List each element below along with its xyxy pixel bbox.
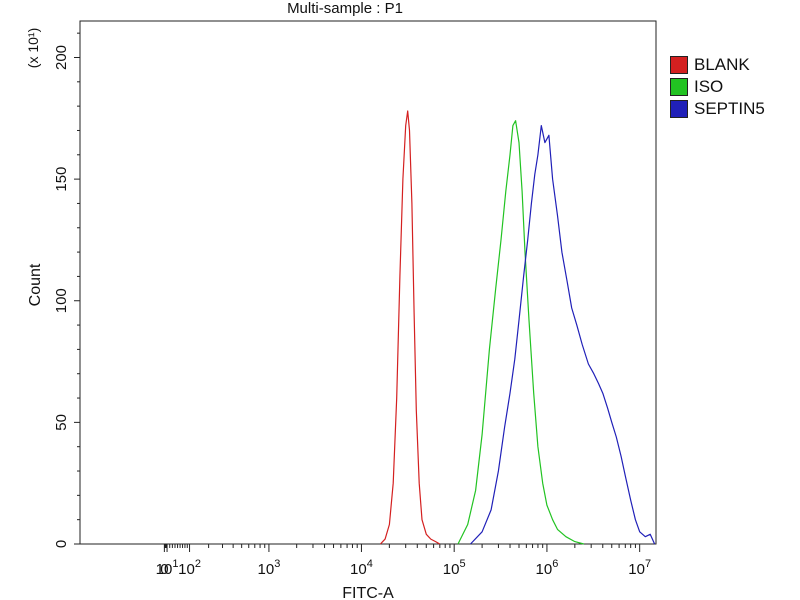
x-axis-label: FITC-A — [342, 585, 394, 600]
plot-frame — [79, 20, 657, 545]
y-tick-label: 50 — [53, 414, 70, 431]
x-tick-label: 104 — [350, 558, 373, 578]
y-tick-label: 0 — [53, 540, 70, 548]
x-tick-label: 107 — [628, 558, 651, 578]
legend-swatch — [670, 100, 688, 118]
legend-label: SEPTIN5 — [694, 99, 765, 118]
legend-label: ISO — [694, 77, 724, 96]
x-tick-label: 106 — [536, 558, 559, 578]
x-tick-label: 101 — [156, 558, 179, 578]
y-multiplier-text: (x 10¹) — [25, 28, 41, 68]
series-line-blank — [379, 110, 441, 545]
legend-swatch — [670, 56, 688, 74]
y-axis-multiplier: (x 10¹) — [25, 28, 41, 68]
legend: BLANK ISO SEPTIN5 — [670, 54, 765, 120]
y-axis-label: Count — [27, 263, 44, 306]
legend-item-blank: BLANK — [670, 54, 765, 76]
y-tick-label: 200 — [53, 45, 70, 70]
legend-item-iso: ISO — [670, 76, 765, 98]
chart-title: Multi-sample : P1 — [287, 0, 403, 17]
legend-swatch — [670, 78, 688, 96]
series-line-iso — [457, 120, 584, 545]
x-tick-label: 102 — [178, 558, 201, 578]
y-tick-label: 150 — [53, 167, 70, 192]
y-axis: 0 50 100 150 200 — [53, 32, 80, 548]
y-tick-label: 100 — [53, 288, 70, 313]
x-tick-label: 0 — [160, 561, 168, 578]
legend-item-septin5: SEPTIN5 — [670, 98, 765, 120]
series-line-septin5 — [470, 124, 656, 545]
legend-label: BLANK — [694, 55, 750, 74]
series-layer — [379, 110, 656, 545]
x-tick-label: 105 — [443, 558, 466, 578]
x-tick-label: 103 — [258, 558, 281, 578]
